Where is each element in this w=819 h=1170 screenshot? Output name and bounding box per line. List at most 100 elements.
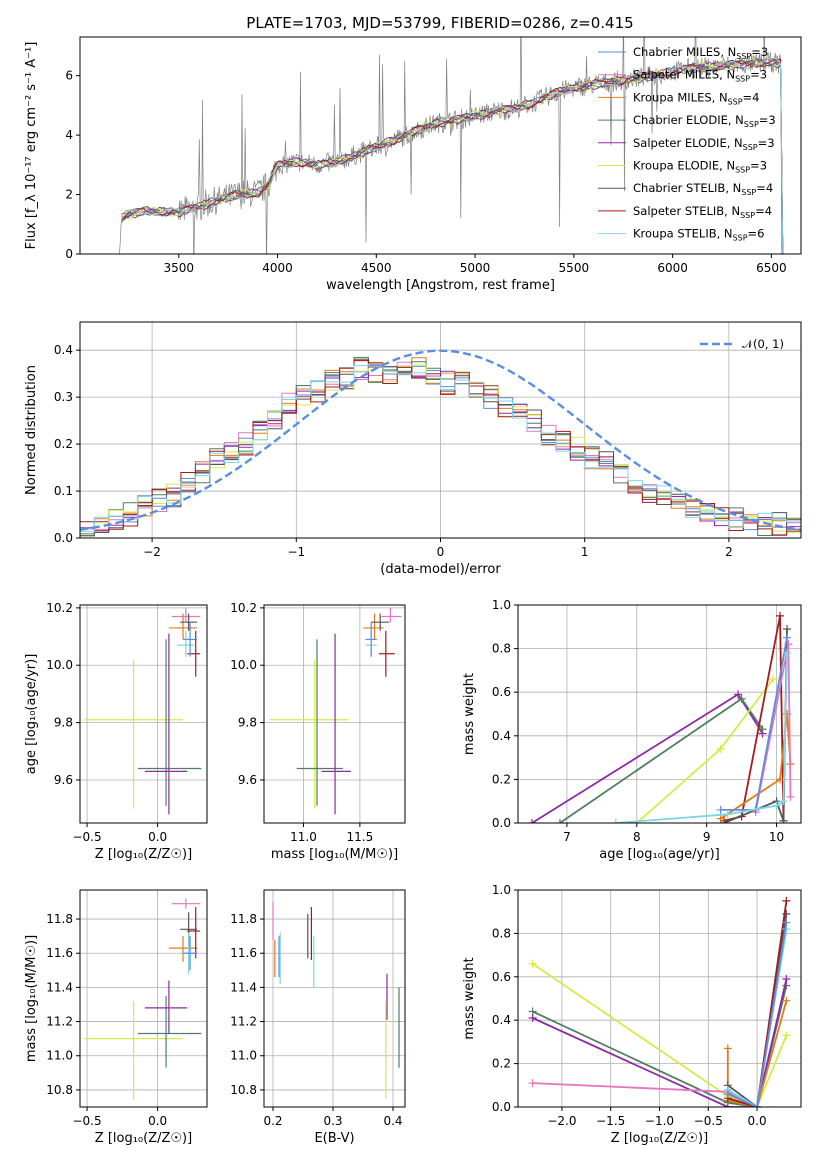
data-point-marker (783, 624, 792, 633)
spectrum-plot (119, 37, 784, 254)
x-axis-label: (data-model)/error (380, 562, 501, 577)
massweight-plot (528, 896, 791, 1107)
series-chabrier-miles (727, 922, 788, 1107)
series-chabrier-miles (720, 637, 788, 811)
tick-label-y: 2 (65, 188, 73, 202)
tick-label-y: 10.0 (46, 658, 73, 672)
data-point-marker (772, 801, 781, 810)
tick-label-y: 10.0 (230, 658, 257, 672)
tick-label-x: −0.5 (72, 830, 101, 844)
tick-label-x: −2 (143, 545, 161, 559)
tick-label-y: 9.8 (54, 716, 73, 730)
data-point-marker (758, 725, 767, 734)
axes-frame (79, 36, 802, 255)
tick-label-x: −1 (287, 545, 305, 559)
tick-label-x: 9 (703, 830, 711, 844)
data-point-marker (716, 805, 725, 814)
y-axis-label: Normed distribution (24, 365, 39, 495)
tick-label-y: 0.8 (492, 926, 511, 940)
histogram-plot (80, 349, 801, 537)
legend-entry: Chabrier MILES, NSSP=3 (633, 45, 768, 61)
tick-label-x: 4000 (262, 261, 293, 275)
tick-label-y: 4 (65, 128, 73, 142)
data-point-marker (779, 816, 788, 823)
tick-label-y: 9.6 (54, 773, 73, 787)
tick-label-x: 2 (725, 545, 733, 559)
legend-entry: Kroupa MILES, NSSP=4 (633, 90, 759, 106)
tick-label-x: 0.4 (383, 1114, 402, 1128)
series-kroupa-elodie (532, 963, 788, 1107)
tick-label-x: 5000 (460, 261, 491, 275)
chart-residual-hist: −2 −1 0 1 2 0.0 0.1 0.2 0.3 0.4 (data-model)/error… (24, 321, 802, 577)
y-axis-label: age [log₁₀(age/yr)] (24, 654, 39, 775)
tick-label-y: 0.2 (54, 437, 73, 451)
tick-label-y: 11.6 (46, 946, 73, 960)
chart-age-vs-mass: 11.0 11.5 9.6 9.8 10.0 10.2 mass [log₁₀(M/M☉)] (230, 601, 406, 862)
series-kroupa-stelib (615, 652, 788, 823)
y-axis-label: mass weight (462, 673, 477, 755)
tick-label-y: 11.0 (46, 1049, 73, 1063)
errorbar-plot (272, 901, 400, 1099)
legend-entry: Chabrier ELODIE, NSSP=3 (633, 113, 776, 129)
tick-label-y: 10.8 (46, 1083, 73, 1097)
data-point-marker (632, 819, 641, 823)
axes-frame (263, 889, 406, 1108)
series-chabrier-stelib (723, 628, 788, 823)
legend-entry: Kroupa ELODIE, NSSP=3 (633, 159, 767, 175)
chart-spectrum: 3500 4000 4500 5000 5500 6000 6500 0 2 4 6 waveleng… (24, 36, 802, 293)
chart-massweight-vs-age: 7 8 9 10 0.0 0.2 0.4 0.6 0.8 1.0 age [log₁₀(age/yr… (462, 598, 802, 862)
data-point-marker (783, 648, 792, 657)
tick-label-y: 10.8 (230, 1083, 257, 1097)
data-point-marker (528, 959, 537, 968)
data-point-marker (776, 611, 785, 620)
data-point-marker (716, 744, 725, 753)
model-line-salpeter-stelib (121, 58, 784, 250)
tick-label-x: 0.2 (263, 1114, 282, 1128)
axes-frame (517, 604, 802, 824)
tick-label-y: 11.2 (230, 1015, 257, 1029)
model-line-kroupa-elodie (121, 58, 784, 253)
model-line-salpeter-miles (121, 57, 784, 251)
data-point-marker (782, 996, 791, 1005)
figure-title: PLATE=1703, MJD=53799, FIBERID=0286, z=0… (246, 14, 633, 32)
tick-label-x: 6000 (657, 261, 688, 275)
errorbar-plot (84, 607, 202, 815)
data-point-marker (786, 792, 795, 801)
x-axis-label: Z [log₁₀(Z/Z☉)] (95, 1131, 192, 1146)
chart-mass-vs-EBV: 0.2 0.3 0.4 10.8 11.0 11.2 11.4 11.6 11.8 E(B-V) (230, 889, 406, 1146)
legend-entry: 𝒩(0, 1) (742, 337, 784, 351)
y-axis-label: Flux [f_λ 10⁻¹⁷ erg cm⁻² s⁻¹ A⁻¹] (24, 42, 39, 250)
tick-label-y: 9.8 (238, 716, 257, 730)
data-point-marker (779, 797, 788, 806)
axes-frame (79, 321, 802, 539)
legend-entry: Salpeter MILES, NSSP=3 (633, 68, 767, 84)
errorbar-plot (84, 898, 202, 1101)
data-point-marker (528, 1014, 537, 1023)
tick-label-x: −1.0 (645, 1114, 674, 1128)
series-kroupa-elodie (636, 678, 774, 823)
tick-label-y: 11.8 (46, 912, 73, 926)
chart-massweight-vs-Z: −2.0 −1.5 −1.0 −0.5 0.0 0.0 0.2 0.4 0.6 0.8 1.0 Z [… (462, 883, 802, 1146)
model-line-kroupa-stelib (121, 57, 784, 253)
data-point-marker (782, 918, 791, 927)
tick-label-y: 0.4 (54, 343, 73, 357)
tick-label-y: 0.6 (492, 685, 511, 699)
data-point-marker (527, 819, 536, 823)
axes-frame (263, 604, 406, 824)
tick-label-y: 1.0 (492, 598, 511, 612)
x-axis-label: Z [log₁₀(Z/Z☉)] (611, 1131, 708, 1146)
x-axis-label: wavelength [Angstrom, rest frame] (326, 278, 555, 293)
tick-label-y: 10.2 (46, 601, 73, 615)
gaussian-curve (80, 349, 801, 531)
errorbar-plot (269, 607, 402, 815)
tick-label-y: 0.4 (492, 1013, 511, 1027)
chart-mass-vs-Z: −0.5 0.0 10.8 11.0 11.2 11.4 11.6 11.8 Z [log₁₀(… (24, 889, 208, 1146)
axes-frame (79, 604, 208, 824)
data-point-marker (753, 1103, 762, 1107)
data-point-marker (782, 974, 791, 983)
data-point-marker (611, 819, 620, 823)
tick-label-y: 11.4 (46, 980, 73, 994)
tick-label-y: 11.4 (230, 980, 257, 994)
series-kroupa-miles (726, 1000, 788, 1107)
data-point-marker (782, 1031, 791, 1040)
